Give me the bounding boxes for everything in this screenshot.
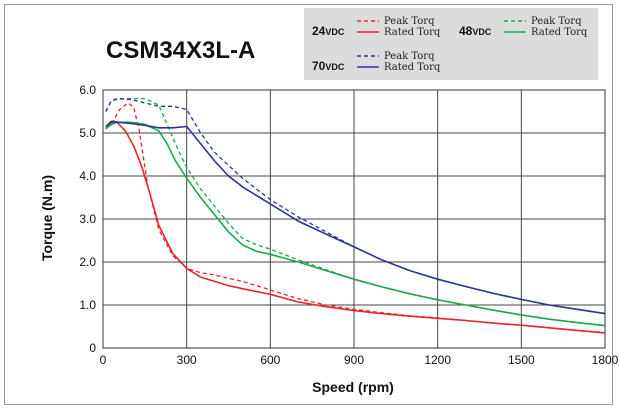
- x-tick-label: 0: [100, 353, 107, 367]
- legend-box: [304, 8, 598, 80]
- legend-peak-label: Peak Torq: [384, 16, 435, 27]
- legend-rated-label: Rated Torq: [384, 27, 441, 38]
- tick-labels: 0 300 600 900 1200 1500 1800 0 1.0 2.0 3.0 4.0 5.0 6.…: [79, 83, 618, 367]
- y-tick-label: 4.0: [79, 169, 96, 183]
- x-tick-label: 1200: [424, 353, 451, 367]
- y-tick-label: 6.0: [79, 83, 96, 97]
- y-tick-label: 3.0: [79, 212, 96, 226]
- y-tick-label: 2.0: [79, 255, 96, 269]
- legend-peak-label: Peak Torq: [531, 16, 582, 27]
- legend-rated-label: Rated Torq: [531, 27, 588, 38]
- x-tick-label: 900: [344, 353, 364, 367]
- y-tick-label: 1.0: [79, 298, 96, 312]
- legend-voltage-48: 48VDC: [459, 24, 492, 38]
- x-tick-label: 300: [177, 353, 197, 367]
- x-tick-label: 1500: [508, 353, 535, 367]
- y-axis-title: Torque (N.m): [39, 175, 55, 261]
- series-line-24vdc-rated: [105, 121, 606, 334]
- legend-voltage-24: 24VDC: [312, 24, 345, 38]
- series-line-70vdc-rated: [105, 120, 606, 315]
- chart-title: CSM34X3L-A: [106, 37, 255, 64]
- y-tick-label: 5.0: [79, 126, 96, 140]
- legend-voltage-70: 70VDC: [312, 59, 345, 73]
- x-tick-label: 600: [260, 353, 280, 367]
- legend-rated-label: Rated Torq: [384, 62, 441, 73]
- series-group: [105, 97, 606, 334]
- x-tick-label: 1800: [592, 353, 619, 367]
- y-tick-label: 0: [89, 341, 96, 355]
- x-axis-title: Speed (rpm): [312, 379, 394, 395]
- grid: [103, 90, 605, 348]
- legend-peak-label: Peak Torq: [384, 51, 435, 62]
